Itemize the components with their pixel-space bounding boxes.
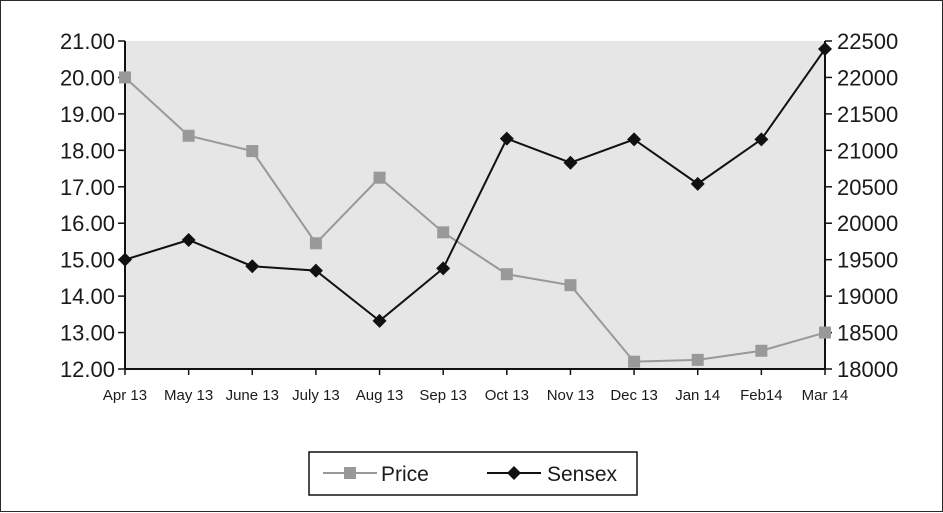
- legend-marker-sensex: [507, 466, 521, 480]
- y-right-tick-label: 21000: [837, 138, 898, 163]
- data-point-price: [373, 171, 386, 184]
- legend-marker-price: [344, 467, 356, 479]
- data-point-price: [246, 145, 259, 158]
- data-point-sensex: [436, 261, 451, 276]
- data-point-price: [819, 326, 831, 339]
- y-right-tick-label: 19000: [837, 284, 898, 309]
- data-point-sensex: [372, 313, 387, 328]
- data-point-sensex: [563, 155, 578, 170]
- y-right-tick-label: 20000: [837, 211, 898, 236]
- data-point-sensex: [308, 263, 323, 278]
- data-point-price: [119, 71, 131, 84]
- data-point-sensex: [245, 259, 260, 274]
- x-tick-label: June 13: [226, 387, 279, 404]
- y-left-tick-label: 17.00: [60, 175, 115, 200]
- x-tick-label: May 13: [164, 387, 213, 404]
- series-line-sensex: [124, 48, 826, 323]
- data-point-price: [309, 237, 322, 250]
- y-right-tick-label: 19500: [837, 248, 898, 273]
- y-left-tick-label: 12.00: [60, 357, 115, 382]
- y-left-tick-label: 18.00: [60, 138, 115, 163]
- y-right-tick-label: 18500: [837, 321, 898, 346]
- data-point-price: [691, 353, 704, 366]
- tick-labels: 12.00 13.00 14.00 15.00 16.00 17.00 18.00 19.00…: [60, 29, 898, 404]
- y-left-tick-label: 19.00: [60, 102, 115, 127]
- series-group: [118, 42, 832, 368]
- data-point-price: [628, 355, 641, 368]
- y-left-tick-label: 20.00: [60, 65, 115, 90]
- y-left-tick-label: 14.00: [60, 284, 115, 309]
- x-tick-label: Dec 13: [610, 387, 658, 404]
- y-left-tick-label: 13.00: [60, 321, 115, 346]
- y-right-tick-label: 22500: [837, 29, 898, 54]
- x-tick-label: Jan 14: [675, 387, 720, 404]
- axes: [118, 40, 832, 375]
- x-tick-label: Apr 13: [103, 387, 147, 404]
- data-point-sensex: [690, 176, 705, 191]
- y-right-tick-label: 18000: [837, 357, 898, 382]
- legend: Price Sensex: [308, 451, 638, 496]
- data-point-sensex: [818, 42, 832, 57]
- data-point-price: [564, 279, 577, 292]
- y-left-tick-label: 15.00: [60, 248, 115, 273]
- data-point-sensex: [627, 132, 642, 147]
- legend-label-sensex: Sensex: [547, 463, 618, 486]
- x-tick-label: Oct 13: [485, 387, 529, 404]
- y-left-tick-label: 21.00: [60, 29, 115, 54]
- y-right-tick-label: 22000: [837, 65, 898, 90]
- x-tick-label: Nov 13: [547, 387, 595, 404]
- x-tick-label: Aug 13: [356, 387, 404, 404]
- data-point-sensex: [181, 232, 196, 247]
- y-right-tick-label: 20500: [837, 175, 898, 200]
- legend-label-price: Price: [381, 463, 429, 486]
- x-tick-label: Sep 13: [419, 387, 467, 404]
- x-tick-label: July 13: [292, 387, 340, 404]
- y-right-tick-label: 21500: [837, 102, 898, 127]
- x-tick-label: Feb14: [740, 387, 783, 404]
- series-line-price: [124, 76, 826, 363]
- data-point-sensex: [754, 132, 769, 147]
- data-point-price: [500, 268, 513, 281]
- data-point-price: [755, 344, 768, 357]
- data-point-sensex: [499, 131, 514, 146]
- data-point-price: [182, 129, 195, 142]
- x-tick-label: Mar 14: [802, 387, 849, 404]
- data-point-price: [437, 226, 450, 239]
- y-left-tick-label: 16.00: [60, 211, 115, 236]
